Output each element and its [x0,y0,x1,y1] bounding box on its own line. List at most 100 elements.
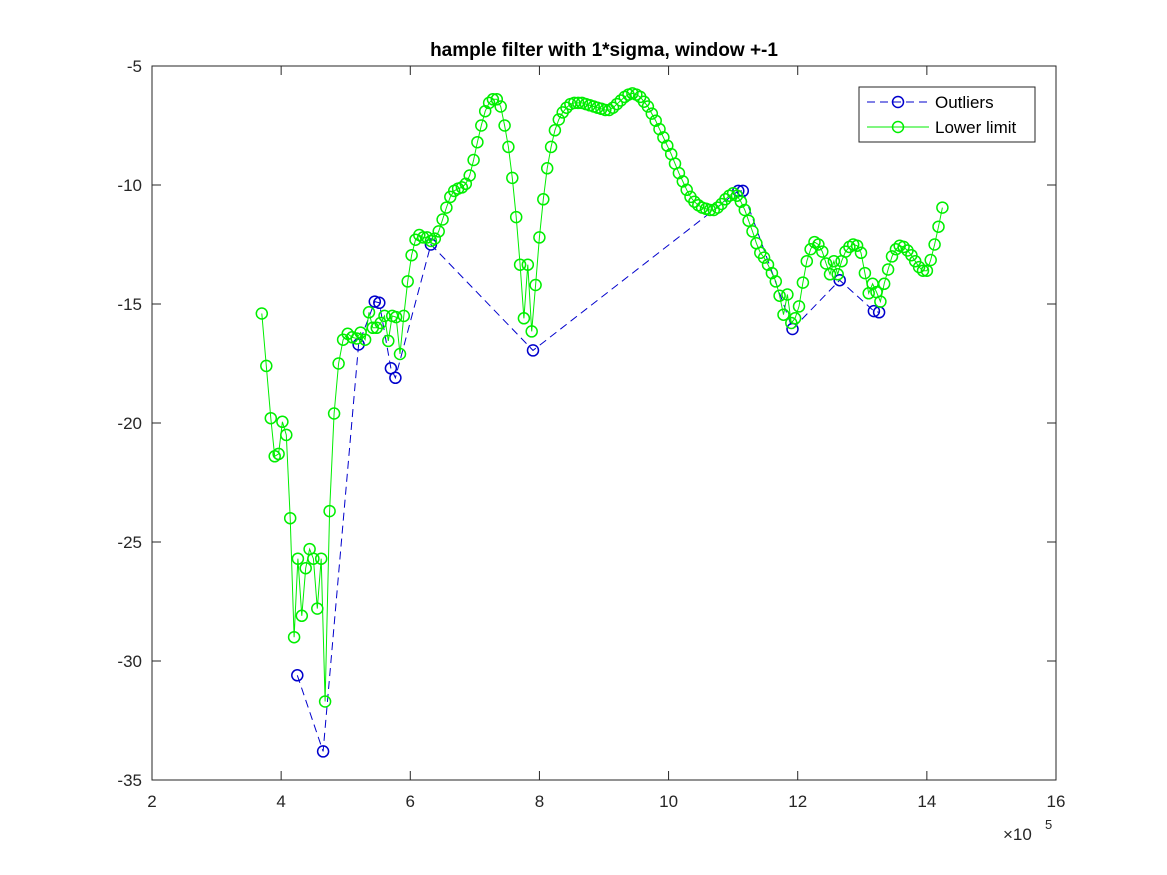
data-point-lower-limit [405,248,418,262]
data-point-lower-limit [928,238,941,251]
data-point-lower-limit [533,231,546,244]
data-point-lower-limit [773,289,786,302]
data-point-lower-limit [506,171,519,185]
data-point-lower-limit [332,357,345,370]
y-tick-label: -20 [117,414,142,433]
data-point-lower-limit [537,193,550,206]
data-point-lower-limit [509,210,523,224]
data-point-lower-limit [517,312,531,325]
data-point-lower-limit [924,253,937,267]
x-tick-label: 12 [788,792,807,811]
data-point-lower-limit [769,275,783,288]
data-point-lower-limit [746,225,759,238]
data-point-lower-limit [327,407,341,420]
data-point-outliers [316,745,330,758]
data-point-lower-limit [788,312,802,325]
data-point-lower-limit [440,201,453,214]
data-point-lower-limit [916,264,930,277]
data-point-lower-limit [540,162,554,175]
data-point-lower-limit [529,278,542,292]
data-point-lower-limit [719,193,732,206]
data-point-lower-limit [482,96,496,110]
data-point-lower-limit [498,119,511,132]
legend: Outliers Lower limit [858,86,1036,143]
data-point-lower-limit [936,201,949,214]
data-point-lower-limit [641,100,655,113]
x-exponent-label: ×10 5 [1003,817,1052,844]
data-point-lower-limit [295,609,309,623]
legend-marker-outliers [891,95,905,109]
data-point-lower-limit [463,169,476,182]
data-point-lower-limit [742,214,755,227]
data-point-lower-limit [606,101,620,114]
data-point-outliers [867,304,881,318]
legend-label-outliers: Outliers [935,93,994,112]
x-tick-label: 6 [406,792,415,811]
x-tick-label: 14 [917,792,936,811]
data-point-lower-limit [436,213,449,226]
data-point-lower-limit [299,561,312,575]
data-point-lower-limit [552,113,566,126]
data-point-lower-limit [260,359,273,373]
data-point-lower-limit [777,308,790,321]
data-point-lower-limit [645,107,659,120]
data-point-lower-limit [812,238,825,251]
data-point-lower-limit [475,119,488,132]
data-point-lower-limit [544,140,558,154]
data-point-lower-limit [272,447,285,461]
data-point-outliers [389,371,402,385]
data-point-lower-limit [881,263,895,276]
axes-layer: 2 4 6 8 10 12 14 16 -5 -10 -15 -20 -25 -30 -35 [117,57,1065,811]
data-point-lower-limit [525,325,538,338]
data-point-lower-limit [362,306,376,319]
series-layer [255,87,949,758]
data-point-outliers [373,296,386,310]
data-point-lower-limit [389,310,403,324]
data-point-lower-limit [467,153,480,167]
data-point-lower-limit [521,258,535,271]
data-point-outliers [833,273,846,287]
x-tick-label: 4 [276,792,285,811]
x-tick-label: 10 [659,792,678,811]
data-point-lower-limit [599,103,612,117]
x-exponent-power: 5 [1045,817,1052,832]
plot-area [152,66,1056,780]
data-point-lower-limit [307,552,320,565]
data-point-lower-limit [703,203,717,217]
series-lower-limit [255,87,949,708]
data-point-lower-limit [781,288,794,301]
data-point-lower-limit [571,96,585,110]
data-point-lower-limit [397,309,411,323]
data-point-lower-limit [318,695,332,708]
x-tick-label: 8 [535,792,544,811]
data-point-lower-limit [711,201,724,214]
series-line-outliers [296,190,880,752]
data-point-lower-limit [513,258,527,271]
data-point-lower-limit [932,220,945,233]
y-tick-label: -15 [117,295,142,314]
data-point-lower-limit [854,246,868,260]
data-point-lower-limit [432,225,445,238]
data-point-lower-limit [382,334,395,348]
data-point-lower-limit [897,240,910,254]
data-point-lower-limit [502,140,515,154]
data-point-lower-limit [490,93,504,106]
data-point-outliers [291,669,304,682]
data-point-lower-limit [311,602,324,615]
data-point-lower-limit [874,295,887,308]
y-tick-label: -10 [117,176,142,195]
y-tick-label: -30 [117,652,142,671]
data-point-lower-limit [471,135,484,149]
data-point-lower-limit [291,552,305,565]
data-point-lower-limit [680,183,693,197]
data-point-lower-limit [688,195,701,208]
legend-label-lower-limit: Lower limit [935,118,1017,137]
data-point-lower-limit [614,94,628,107]
data-point-lower-limit [401,275,414,288]
chart-title: hample filter with 1*sigma, window +-1 [430,40,778,61]
data-point-lower-limit [323,504,336,518]
data-point-lower-limit [428,232,442,245]
data-point-lower-limit [823,268,837,281]
x-tick-label: 16 [1047,792,1066,811]
